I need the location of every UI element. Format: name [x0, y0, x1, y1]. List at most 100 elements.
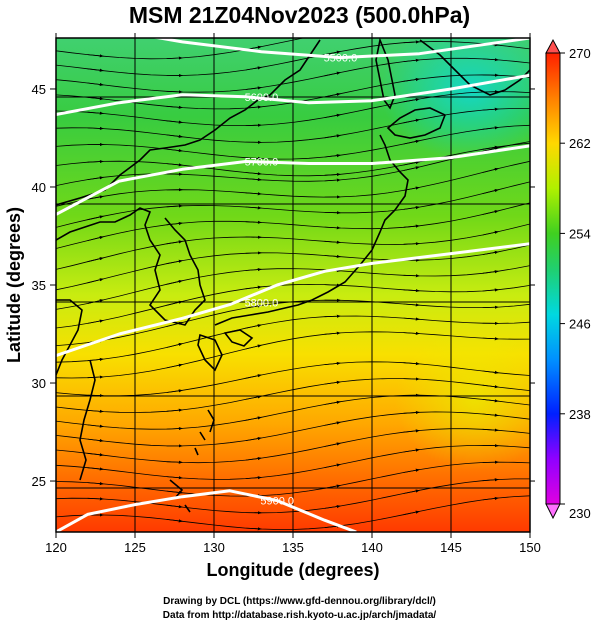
colorbar-tick-label: 238	[569, 407, 591, 422]
streamline-arrow	[166, 279, 183, 285]
chart-svg: 5500.0 5600.0 5700.0 5800.0 5900.0 120 125 130…	[4, 33, 591, 580]
streamline-arrow	[482, 189, 499, 194]
streamline-arrow	[245, 437, 262, 441]
streamline-arrow	[324, 314, 341, 318]
streamline-arrow	[245, 395, 262, 400]
streamline-arrow	[403, 58, 420, 62]
streamline-arrow	[245, 177, 262, 182]
streamline-arrow	[245, 123, 262, 127]
colorbar-tick-label: 262	[569, 136, 591, 151]
streamline-arrow	[324, 113, 341, 118]
streamline-arrow	[324, 504, 341, 509]
streamline-arrow	[87, 424, 104, 428]
x-tick-label: 135	[282, 540, 304, 555]
streamline-arrow	[482, 384, 499, 389]
streamline-arrow	[166, 363, 183, 369]
streamline-arrow	[403, 489, 420, 494]
streamline-arrow	[245, 220, 262, 224]
streamline-arrow	[166, 476, 183, 480]
streamline-arrow	[482, 478, 499, 482]
streamline-arrow	[403, 160, 420, 166]
streamline-arrow	[166, 408, 183, 412]
streamline-arrow	[324, 71, 341, 77]
y-axis: 25 30 35 40 45	[32, 82, 535, 489]
streamline-arrow	[482, 428, 499, 432]
streamline-arrow	[166, 221, 183, 226]
streamline-arrow	[403, 331, 420, 335]
streamline-arrow	[87, 438, 104, 443]
streamline	[56, 41, 530, 76]
streamline-arrow	[482, 230, 499, 236]
colorbar-tick-label: 246	[569, 317, 591, 332]
streamline-arrow	[403, 206, 420, 210]
streamline-arrow	[87, 176, 104, 180]
streamline-arrow	[482, 210, 499, 215]
streamline	[56, 378, 530, 413]
streamline-arrow	[245, 304, 262, 309]
streamline-arrow	[324, 380, 341, 385]
x-tick-label: 120	[45, 540, 67, 555]
streamline-arrow	[403, 317, 420, 321]
streamline	[56, 461, 530, 497]
contour-label: 5900.0	[260, 496, 294, 508]
streamline-arrow	[87, 299, 104, 304]
contour-label: 5500.0	[324, 53, 358, 65]
streamline-arrow	[166, 90, 183, 94]
streamline-arrow	[166, 120, 183, 124]
streamline-arrow	[166, 134, 183, 138]
streamline	[56, 478, 530, 514]
streamline	[56, 265, 530, 310]
streamline-arrow	[403, 448, 420, 453]
colorbar: 230 238 246 254 262 270	[545, 38, 591, 521]
streamline-arrow	[166, 504, 183, 509]
streamline-arrow	[324, 178, 341, 182]
x-tick-label: 145	[440, 540, 462, 555]
streamline-arrow	[87, 357, 104, 362]
streamline-arrow	[87, 96, 104, 101]
x-tick-label: 140	[361, 540, 383, 555]
streamline	[56, 244, 530, 291]
streamline-arrow	[403, 242, 420, 246]
streamline	[56, 428, 530, 464]
streamline-arrow	[245, 206, 262, 210]
streamline-arrow	[324, 463, 341, 468]
streamline-arrow	[245, 267, 262, 272]
contour-line	[56, 242, 530, 358]
streamline-arrow	[403, 510, 420, 516]
streamline	[56, 299, 530, 346]
streamline-arrow	[403, 377, 420, 381]
x-tick-label: 125	[124, 540, 146, 555]
coastlines	[56, 38, 530, 513]
streamline-arrow	[87, 375, 104, 379]
streamline-arrow	[245, 285, 262, 290]
streamline-arrow	[324, 240, 341, 244]
streamline	[56, 57, 530, 93]
streamline-arrow	[482, 288, 499, 292]
streamline	[56, 283, 530, 329]
streamline	[56, 38, 306, 60]
streamline-arrow	[87, 54, 104, 58]
x-axis: 120 125 130 135 140 145 150	[45, 33, 541, 555]
grid	[56, 38, 530, 532]
streamline-arrow	[403, 166, 420, 171]
streamline	[56, 160, 530, 207]
streamline	[56, 361, 530, 397]
y-tick-label: 45	[32, 82, 46, 97]
streamline-arrow	[403, 139, 420, 145]
streamline-arrow	[403, 224, 420, 228]
streamline-arrow	[166, 105, 183, 109]
streamline-arrow	[166, 204, 183, 208]
contour-line	[56, 489, 357, 532]
streamline-arrow	[166, 300, 183, 306]
streamline-arrow	[87, 452, 104, 457]
streamline-arrow	[87, 257, 104, 263]
height-contours: 5500.0 5600.0 5700.0 5800.0 5900.0	[56, 38, 530, 532]
streamline-arrow	[245, 527, 262, 531]
streamline-arrow	[403, 118, 420, 124]
streamline-arrow	[403, 362, 420, 366]
streamline-arrow	[245, 156, 262, 160]
streamline-arrow	[403, 288, 420, 293]
streamline-arrow	[245, 456, 262, 461]
streamline-arrow	[482, 270, 499, 274]
contour-line	[56, 144, 530, 216]
